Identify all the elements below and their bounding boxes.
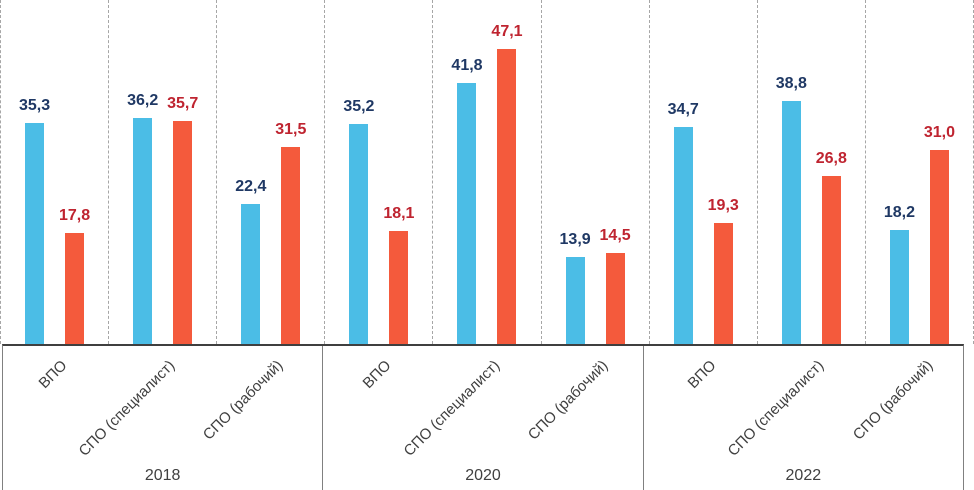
bar-value-red: 17,8 — [58, 206, 91, 224]
bar-value-red: 31,5 — [275, 121, 307, 138]
bar-red — [173, 120, 193, 344]
bar-blue — [133, 117, 153, 344]
bar-value-red: 18,1 — [383, 204, 415, 222]
bar-red — [929, 150, 949, 344]
bar-group-red: 18,1 — [383, 205, 414, 344]
category-cell: 38,8 26,8 — [756, 0, 865, 344]
bar-group-red: 26,8 — [816, 151, 847, 344]
bar-red — [389, 230, 409, 344]
bar-group-red: 31,0 — [924, 125, 955, 344]
category-cell: 18,2 31,0 — [864, 0, 974, 344]
bar-value-red: 14,5 — [599, 227, 631, 245]
category-cell: 13,9 14,5 — [540, 0, 649, 344]
bar-blue — [457, 82, 477, 344]
year-group: 2020 — [323, 346, 644, 490]
year-label: 2020 — [465, 467, 501, 484]
category-cell: 35,2 18,1 — [324, 0, 432, 344]
bar-value-blue: 35,3 — [18, 97, 51, 115]
plot-area: 35,3 17,8 36,2 35,7 22,4 31,5 35,2 18,1 41,8 47,1… — [0, 0, 974, 344]
bar-red — [65, 232, 85, 344]
bar-group-blue: 22,4 — [235, 178, 266, 344]
bar-value-blue: 41,8 — [451, 56, 483, 74]
bar-blue — [781, 101, 801, 344]
bar-blue — [25, 123, 45, 344]
bar-value-blue: 34,7 — [667, 101, 699, 118]
bar-red — [713, 223, 733, 344]
category-cell: 35,3 17,8 — [0, 0, 108, 344]
bar-group-red: 17,8 — [59, 207, 90, 344]
category-cell: 34,7 19,3 — [648, 0, 757, 344]
bar-group-red: 31,5 — [275, 122, 306, 344]
bar-blue — [565, 257, 585, 344]
bar-group-red: 35,7 — [167, 95, 198, 344]
bar-group-blue: 36,2 — [127, 92, 158, 344]
axis-box: 2018 2020 2022 — [2, 344, 964, 490]
bar-value-red: 19,3 — [707, 197, 739, 215]
bar-group-blue: 18,2 — [884, 205, 915, 344]
year-group: 2022 — [644, 346, 963, 490]
bar-value-blue: 38,8 — [775, 75, 807, 93]
bar-value-blue: 35,2 — [343, 97, 375, 115]
bar-red — [281, 147, 301, 344]
bar-group-red: 47,1 — [491, 24, 523, 344]
bar-red — [497, 49, 517, 344]
bar-value-red: 47,1 — [491, 23, 523, 41]
year-label: 2018 — [144, 467, 181, 484]
bar-group-blue: 34,7 — [668, 102, 699, 344]
bar-group-red: 14,5 — [600, 228, 631, 344]
bar-value-red: 35,7 — [167, 94, 199, 112]
bar-red — [821, 176, 841, 344]
bar-blue — [889, 230, 909, 344]
year-group: 2018 — [3, 346, 324, 490]
bar-group-blue: 35,2 — [343, 98, 374, 344]
category-cell: 36,2 35,7 — [108, 0, 216, 344]
bar-blue — [349, 123, 369, 344]
bar-blue — [241, 203, 261, 344]
bar-value-red: 31,0 — [923, 124, 955, 142]
bar-value-red: 26,8 — [815, 150, 847, 168]
category-cell: 41,8 47,1 — [432, 0, 540, 344]
bar-value-blue: 22,4 — [235, 177, 267, 195]
bar-group-blue: 13,9 — [560, 232, 591, 344]
year-label: 2022 — [785, 467, 822, 484]
bar-group-red: 19,3 — [708, 198, 739, 344]
bar-blue — [673, 127, 693, 344]
bar-value-blue: 13,9 — [559, 231, 591, 249]
bar-group-blue: 41,8 — [451, 57, 483, 344]
bar-group-blue: 38,8 — [776, 76, 807, 344]
bar-group-blue: 35,3 — [19, 98, 50, 344]
category-cell: 22,4 31,5 — [216, 0, 324, 344]
bar-value-blue: 18,2 — [883, 204, 915, 222]
bar-red — [605, 253, 625, 344]
bar-value-blue: 36,2 — [127, 91, 159, 109]
